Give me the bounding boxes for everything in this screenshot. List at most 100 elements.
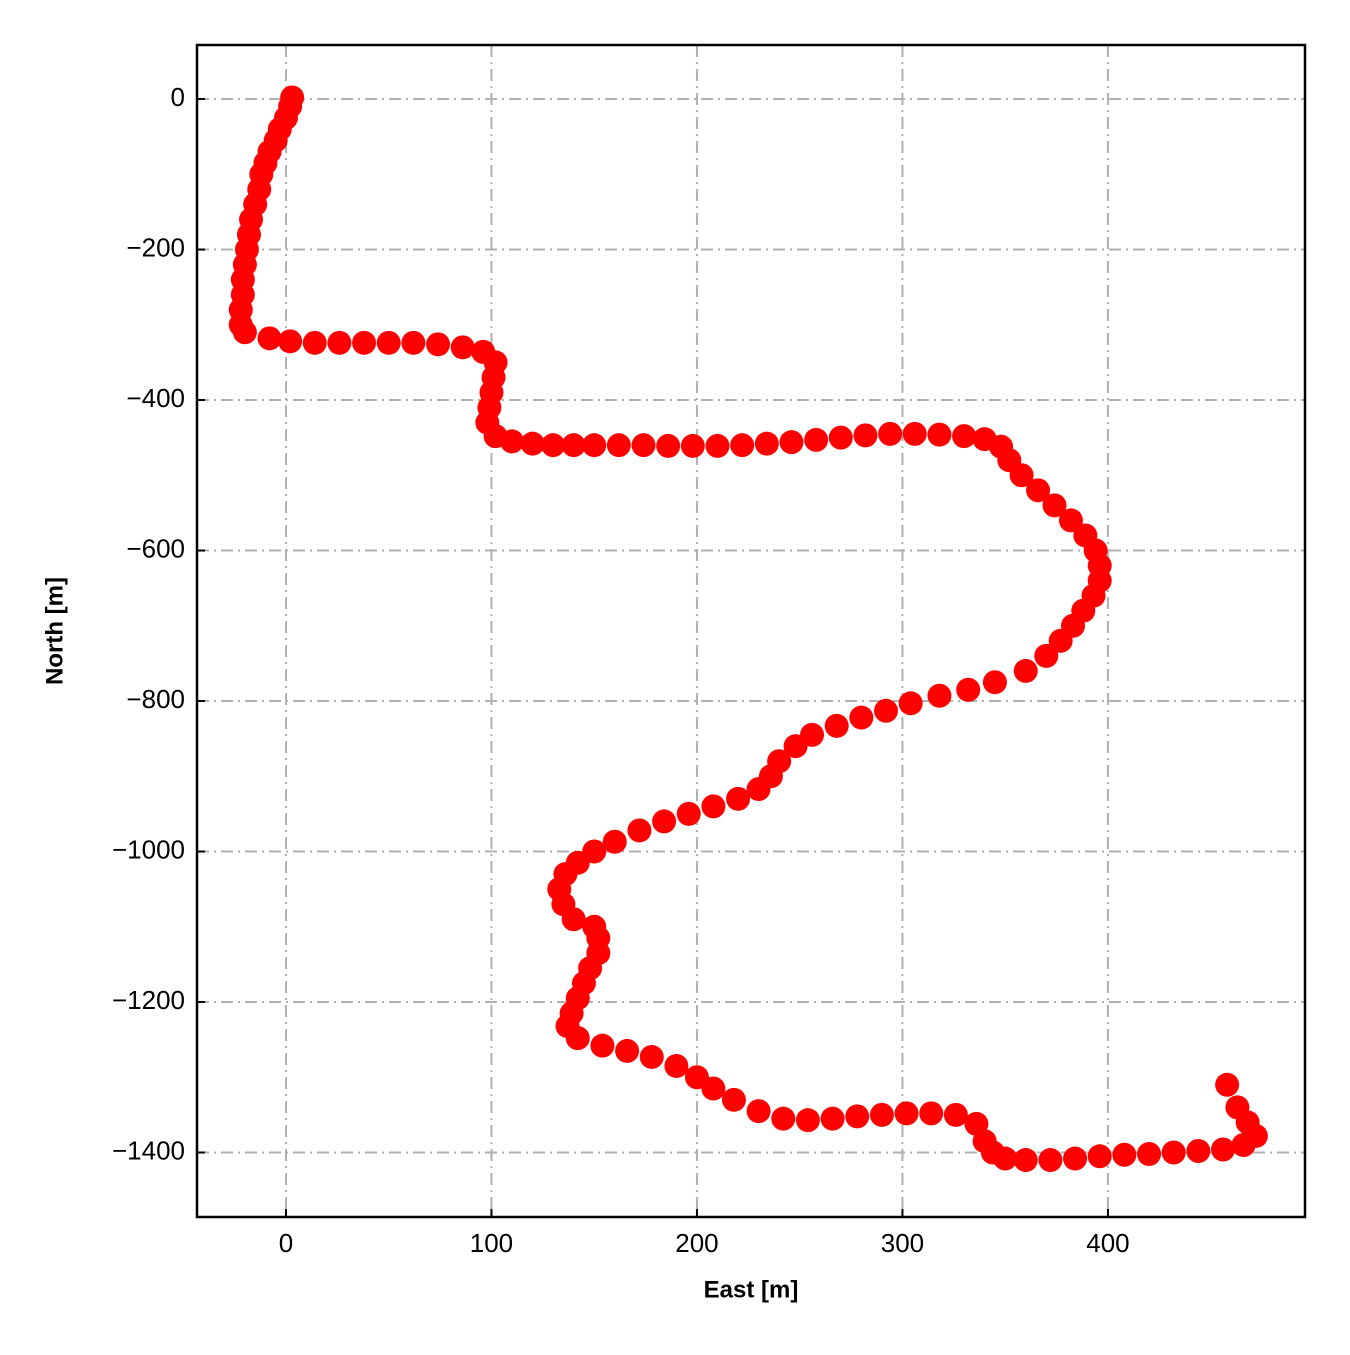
point bbox=[820, 1106, 845, 1131]
grid bbox=[197, 45, 1305, 1217]
y-tick-label: −1200 bbox=[112, 985, 185, 1015]
y-tick-label: −1000 bbox=[112, 834, 185, 864]
point bbox=[582, 433, 607, 458]
point bbox=[878, 421, 903, 446]
point bbox=[352, 330, 377, 355]
point bbox=[232, 320, 257, 345]
point bbox=[606, 433, 631, 458]
point bbox=[746, 1099, 771, 1124]
point bbox=[1038, 1148, 1063, 1173]
point bbox=[730, 433, 755, 458]
point bbox=[919, 1101, 944, 1126]
point bbox=[982, 670, 1007, 695]
point bbox=[541, 433, 566, 458]
point bbox=[676, 801, 701, 826]
x-tick-label: 400 bbox=[1086, 1228, 1129, 1258]
point bbox=[1225, 1095, 1250, 1120]
point bbox=[652, 809, 677, 834]
point bbox=[376, 330, 401, 355]
point bbox=[631, 433, 656, 458]
point bbox=[726, 786, 751, 811]
point bbox=[754, 431, 779, 456]
x-tick-label: 200 bbox=[675, 1228, 718, 1258]
y-tick-label: −600 bbox=[126, 533, 185, 563]
point bbox=[1058, 508, 1083, 533]
point bbox=[746, 777, 771, 802]
point bbox=[639, 1044, 664, 1069]
point bbox=[401, 330, 426, 355]
point bbox=[902, 421, 927, 446]
point bbox=[853, 423, 878, 448]
x-tick-label: 100 bbox=[470, 1228, 513, 1258]
point bbox=[956, 677, 981, 702]
point bbox=[278, 329, 303, 354]
y-tick-label: −400 bbox=[126, 383, 185, 413]
point bbox=[898, 691, 923, 716]
point bbox=[1042, 493, 1067, 518]
point bbox=[849, 705, 874, 730]
point bbox=[1087, 1144, 1112, 1169]
point bbox=[701, 1076, 726, 1101]
y-axis-label: North [m] bbox=[41, 577, 68, 685]
point bbox=[1186, 1139, 1211, 1164]
points bbox=[228, 85, 1268, 1173]
point bbox=[520, 431, 545, 456]
point bbox=[500, 429, 525, 454]
point bbox=[1215, 1072, 1240, 1097]
point bbox=[874, 698, 899, 723]
point bbox=[1013, 1148, 1038, 1173]
point bbox=[927, 683, 952, 708]
point bbox=[680, 433, 705, 458]
point bbox=[426, 332, 451, 357]
point bbox=[561, 433, 586, 458]
point bbox=[845, 1104, 870, 1129]
point bbox=[952, 424, 977, 449]
point bbox=[1211, 1137, 1236, 1162]
point bbox=[771, 1106, 796, 1131]
plot-frame bbox=[195, 43, 1307, 1219]
point bbox=[615, 1038, 640, 1063]
point bbox=[302, 330, 327, 355]
point bbox=[894, 1101, 919, 1126]
point bbox=[257, 326, 282, 351]
point bbox=[664, 1053, 689, 1078]
point bbox=[824, 713, 849, 738]
point bbox=[701, 794, 726, 819]
x-axis-label: East [m] bbox=[704, 1276, 799, 1303]
point bbox=[927, 422, 952, 447]
point bbox=[828, 425, 853, 450]
point bbox=[869, 1102, 894, 1127]
point bbox=[943, 1102, 968, 1127]
point bbox=[795, 1108, 820, 1133]
point bbox=[705, 433, 730, 458]
x-tick-label: 300 bbox=[881, 1228, 924, 1258]
point bbox=[804, 427, 829, 452]
point bbox=[779, 430, 804, 455]
y-tick-label: −200 bbox=[126, 232, 185, 262]
y-tick-label: −1400 bbox=[112, 1135, 185, 1165]
point bbox=[327, 330, 352, 355]
point bbox=[1034, 643, 1059, 668]
x-tick-label: 0 bbox=[279, 1228, 293, 1258]
point bbox=[1026, 478, 1051, 503]
point bbox=[1013, 658, 1038, 683]
point bbox=[561, 907, 586, 932]
point bbox=[627, 818, 652, 843]
point bbox=[1048, 628, 1073, 653]
point bbox=[450, 335, 475, 360]
y-tick-label: −800 bbox=[126, 684, 185, 714]
point bbox=[721, 1087, 746, 1112]
point bbox=[783, 734, 808, 759]
point bbox=[993, 1146, 1018, 1171]
point bbox=[602, 829, 627, 854]
point bbox=[1112, 1142, 1137, 1167]
point bbox=[1137, 1142, 1162, 1167]
point bbox=[1063, 1146, 1088, 1171]
point bbox=[565, 1026, 590, 1051]
point bbox=[590, 1033, 615, 1058]
point bbox=[1009, 463, 1034, 488]
y-tick-label: 0 bbox=[171, 82, 185, 112]
point bbox=[656, 433, 681, 458]
